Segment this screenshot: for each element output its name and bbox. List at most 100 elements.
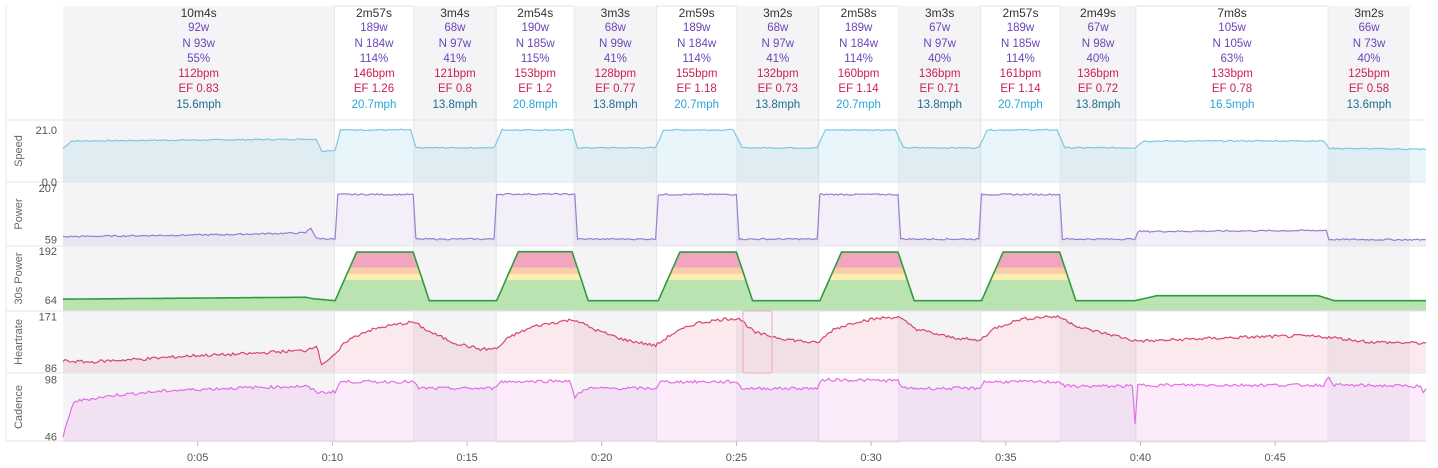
- segment-avg-power: 190w: [521, 22, 549, 35]
- segment-normalized-power: N 185w: [1000, 37, 1040, 50]
- interval-stats-column[interactable]: 3m2s 66w N 73w 40% 125bpm EF 0.58 13.6mph: [1328, 6, 1410, 113]
- segment-speed: 13.8mph: [755, 98, 801, 111]
- interval-stats-column[interactable]: 2m49s 67w N 98w 40% 136bpm EF 0.72 13.8mph: [1060, 6, 1136, 113]
- segment-intensity: 40%: [928, 52, 952, 65]
- segment-efficiency-factor: EF 0.8: [437, 83, 472, 96]
- segment-speed: 13.8mph: [1075, 98, 1121, 111]
- series-area: [63, 377, 1426, 441]
- interval-stats-column[interactable]: 2m54s 190w N 185w 115% 153bpm EF 1.2 20.8mph: [496, 6, 574, 113]
- segment-speed: 20.7mph: [674, 98, 720, 111]
- segment-intensity: 41%: [603, 52, 627, 65]
- segment-avg-power: 105w: [1218, 22, 1246, 35]
- segment-duration: 2m59s: [678, 6, 715, 20]
- segment-intensity: 114%: [359, 52, 389, 65]
- zone-band: [63, 299, 1426, 311]
- interval-stats-column[interactable]: 3m2s 68w N 97w 41% 132bpm EF 0.73 13.8mph: [737, 6, 819, 113]
- segment-speed: 13.8mph: [432, 98, 478, 111]
- segment-duration: 10m4s: [180, 6, 217, 20]
- x-tick-label: 0:20: [591, 452, 612, 464]
- segment-efficiency-factor: EF 0.73: [757, 83, 798, 96]
- segment-speed: 20.8mph: [512, 98, 558, 111]
- interval-band[interactable]: [655, 5, 738, 443]
- interval-band[interactable]: [63, 6, 335, 442]
- x-tick-label: 0:35: [995, 452, 1016, 464]
- y-tick-label: 21.0: [36, 125, 57, 137]
- interval-band[interactable]: [1135, 5, 1329, 443]
- interval-band[interactable]: [818, 5, 900, 443]
- axis-gutter: [0, 6, 63, 442]
- segment-intensity: 41%: [766, 52, 790, 65]
- segment-avg-power: 189w: [682, 22, 711, 35]
- interval-stats-column[interactable]: 3m3s 67w N 97w 40% 136bpm EF 0.71 13.8mph: [899, 6, 981, 113]
- interval-band[interactable]: [898, 6, 981, 442]
- segment-duration: 3m4s: [440, 6, 470, 20]
- segment-efficiency-factor: EF 0.72: [1077, 83, 1119, 96]
- segment-duration: 2m57s: [1002, 6, 1039, 20]
- panel-label: Power: [13, 198, 25, 230]
- interval-band[interactable]: [736, 6, 819, 442]
- interval-band[interactable]: [574, 6, 657, 442]
- segment-avg-power: 68w: [604, 22, 626, 35]
- interval-band[interactable]: [980, 5, 1061, 443]
- segment-intensity: 40%: [1086, 52, 1110, 65]
- segment-efficiency-factor: EF 0.78: [1211, 83, 1253, 96]
- segment-normalized-power: N 97w: [923, 37, 956, 50]
- segment-normalized-power: N 93w: [182, 37, 215, 50]
- interval-band[interactable]: [333, 5, 415, 443]
- interval-stats-column[interactable]: 2m57s 189w N 185w 114% 161bpm EF 1.14 20.7mph: [981, 6, 1060, 113]
- segment-intensity: 63%: [1220, 52, 1244, 65]
- segment-efficiency-factor: EF 0.71: [919, 83, 960, 96]
- segment-speed: 16.5mph: [1209, 98, 1255, 111]
- y-tick-label: 64: [45, 295, 57, 307]
- x-tick-label: 0:05: [187, 452, 208, 464]
- y-tick-label: 171: [39, 311, 57, 323]
- segment-heartrate: 146bpm: [353, 68, 395, 81]
- segment-avg-power: 189w: [844, 22, 873, 35]
- panel-label: Speed: [13, 135, 25, 167]
- segment-speed: 20.7mph: [836, 98, 881, 111]
- interval-stats-column[interactable]: 2m58s 189w N 184w 114% 160bpm EF 1.14 20.7mph: [819, 6, 899, 113]
- segment-efficiency-factor: EF 1.26: [353, 83, 395, 96]
- segment-speed: 20.7mph: [998, 98, 1043, 111]
- series-line: [63, 250, 1426, 302]
- interval-band[interactable]: [1060, 6, 1136, 442]
- segment-duration: 3m3s: [600, 6, 630, 20]
- interval-band[interactable]: [1328, 6, 1410, 442]
- segment-speed: 15.6mph: [176, 98, 221, 111]
- segment-normalized-power: N 98w: [1081, 37, 1115, 50]
- hover-cursor-box: [742, 310, 773, 374]
- segment-heartrate: 112bpm: [178, 68, 219, 81]
- interval-stats-column[interactable]: 10m4s 92w N 93w 55% 112bpm EF 0.83 15.6mph: [63, 6, 334, 113]
- segment-speed: 13.8mph: [917, 98, 963, 111]
- panel-label: Heartrate: [13, 319, 25, 365]
- interval-backgrounds: [0, 5, 1410, 443]
- segment-heartrate: 128bpm: [594, 68, 637, 81]
- x-tick-label: 0:25: [726, 452, 747, 464]
- segment-intensity: 41%: [443, 52, 467, 65]
- segment-intensity: 55%: [187, 52, 211, 65]
- y-tick-label: 98: [45, 375, 57, 387]
- segment-efficiency-factor: EF 0.83: [178, 83, 219, 96]
- interval-stats-column[interactable]: 2m59s 189w N 184w 114% 155bpm EF 1.18 20.7mph: [656, 6, 737, 113]
- interval-stats-column[interactable]: 3m4s 68w N 97w 41% 121bpm EF 0.8 13.8mph: [414, 6, 496, 113]
- interval-stats-column[interactable]: 2m57s 189w N 184w 114% 146bpm EF 1.26 20.7mph: [334, 6, 413, 113]
- segment-duration: 3m2s: [1354, 6, 1384, 20]
- segment-normalized-power: N 97w: [761, 37, 795, 50]
- segment-intensity: 114%: [682, 52, 711, 65]
- interval-stats-column[interactable]: 7m8s 105w N 105w 63% 133bpm EF 0.78 16.5mph: [1136, 6, 1328, 113]
- interval-stats-column[interactable]: 3m3s 68w N 99w 41% 128bpm EF 0.77 13.8mph: [574, 6, 656, 113]
- segment-efficiency-factor: EF 1.18: [676, 83, 717, 96]
- series-line: [62, 192, 1427, 241]
- y-tick-label: 192: [39, 246, 57, 258]
- segment-avg-power: 189w: [1006, 22, 1035, 35]
- x-tick-label: 0:40: [1130, 452, 1151, 464]
- series-area: [63, 129, 1426, 182]
- panel-label: 30s Power: [13, 252, 25, 304]
- segment-heartrate: 132bpm: [756, 68, 799, 81]
- segment-normalized-power: N 73w: [1352, 37, 1386, 50]
- series-area: [63, 193, 1426, 246]
- segment-intensity: 40%: [1357, 52, 1381, 65]
- segment-efficiency-factor: EF 1.14: [838, 83, 879, 96]
- interval-band[interactable]: [413, 6, 497, 442]
